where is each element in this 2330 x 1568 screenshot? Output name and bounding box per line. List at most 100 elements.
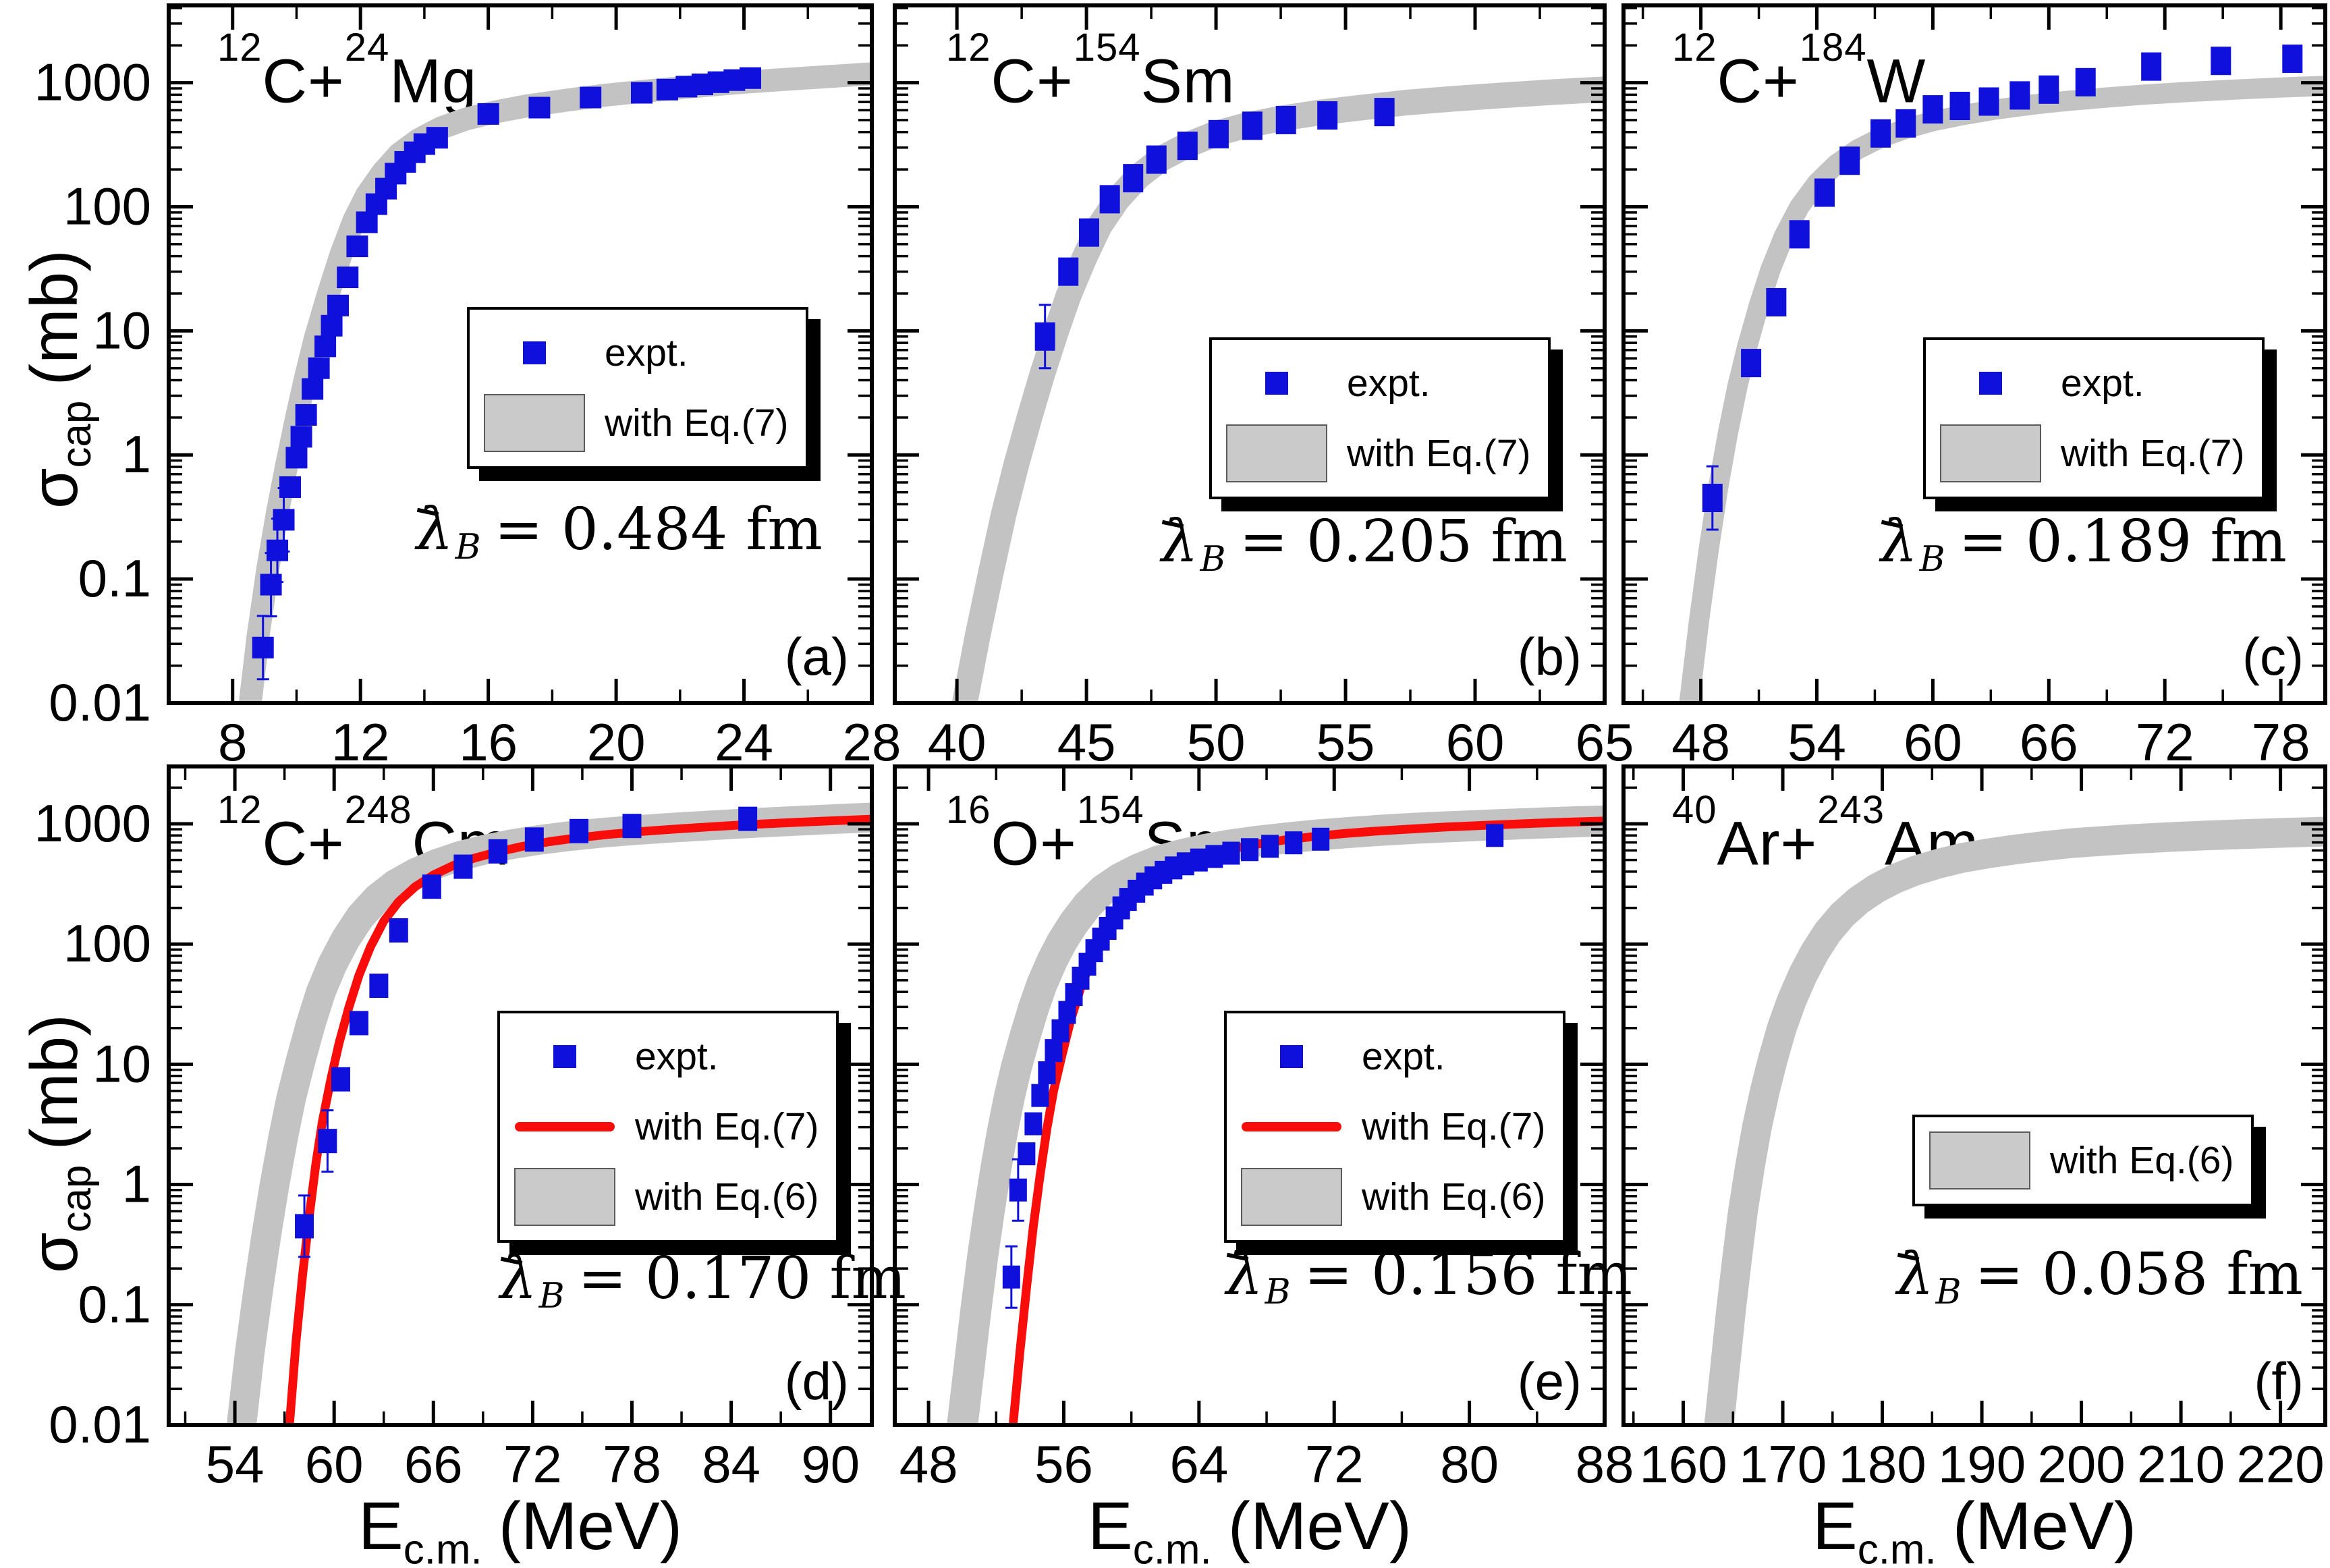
E-symbol: E <box>1812 1488 1858 1564</box>
lambda-value: = 0.170 fm <box>578 1245 906 1312</box>
lambda-value: = 0.189 fm <box>1958 508 2287 576</box>
expt-point <box>1177 132 1198 161</box>
mass-superscript: 154 <box>1076 787 1144 832</box>
legend-row-eq6: with Eq.(6) <box>1929 1128 2234 1193</box>
expt-point <box>314 335 337 358</box>
x-tick-label: 80 <box>1440 1434 1499 1494</box>
legend-row-expt: expt. <box>514 1024 819 1089</box>
lambda-bar-symbol: λ <box>1897 1241 1934 1308</box>
E-subscript: c.m. <box>1857 1526 1937 1568</box>
expt-point <box>570 818 589 843</box>
y-tick-label: 10 <box>92 300 151 360</box>
x-axis-title-e: Ec.m. (MeV) <box>1088 1492 1412 1568</box>
expt-point <box>1034 322 1055 351</box>
panel-label-b: (b) <box>1517 627 1582 686</box>
expt-point <box>1312 827 1330 851</box>
legend-panel-a: expt. with Eq.(7) <box>467 307 809 469</box>
y-tick-label: 0.01 <box>49 673 151 732</box>
legend-label-eq7: with Eq.(7) <box>605 401 789 445</box>
lambda-annotation-f: λB = 0.058 fm <box>1897 1245 2303 1310</box>
expt-point <box>528 96 551 119</box>
lambda-bar-symbol: λ <box>1881 508 1918 576</box>
x-tick-label: 190 <box>1938 1434 2026 1494</box>
expt-point <box>2211 47 2231 76</box>
lambda-annotation-a: λB = 0.484 fm <box>416 501 823 565</box>
y-tick-label: 0.1 <box>78 1275 151 1334</box>
band-swatch <box>1226 424 1327 482</box>
expt-point <box>622 814 642 839</box>
lambda-annotation-e: λB = 0.156 fm <box>1226 1245 1632 1310</box>
swatch-cell <box>1240 1168 1343 1226</box>
element: C+ <box>262 809 345 878</box>
lambda-subscript: B <box>455 527 481 568</box>
mass-superscript: 40 <box>1672 787 1717 832</box>
y-tick-label: 1000 <box>34 53 151 112</box>
expt-marker-swatch <box>553 1045 576 1068</box>
legend-label-expt: expt. <box>1362 1035 1445 1078</box>
y-tick-label: 0.01 <box>49 1395 151 1454</box>
mass-superscript: 248 <box>344 787 412 832</box>
x-tick-label: 60 <box>1446 712 1505 772</box>
expt-point <box>356 211 378 233</box>
legend-row-expt: expt. <box>1939 351 2244 416</box>
y-tick-label: 1 <box>122 424 151 484</box>
expt-point <box>1085 939 1103 963</box>
panel-label-e: (e) <box>1517 1351 1582 1411</box>
legend-label-eq7: with Eq.(7) <box>635 1105 819 1148</box>
expt-point <box>260 573 282 596</box>
x-tick-label: 16 <box>459 712 518 772</box>
lambda-subscript: B <box>1265 1272 1291 1313</box>
swatch-cell <box>1225 372 1328 395</box>
x-tick-label: 28 <box>843 712 902 772</box>
element: Ar+ <box>1717 809 1818 878</box>
lambda-annotation-c: λB = 0.189 fm <box>1881 513 2287 578</box>
legend-label-eq7: with Eq.(7) <box>2061 432 2245 475</box>
x-tick-label: 88 <box>1576 1434 1634 1494</box>
expt-point <box>321 314 343 337</box>
x-tick-label: 45 <box>1057 712 1116 772</box>
expt-point <box>691 74 713 96</box>
panel-label-d: (d) <box>784 1351 849 1411</box>
swatch-cell <box>1225 424 1328 482</box>
x-tick-label: 170 <box>1739 1434 1827 1494</box>
x-tick-label: 48 <box>1671 712 1730 772</box>
x-tick-label: 180 <box>1838 1434 1926 1494</box>
expt-point <box>337 267 359 289</box>
expt-point <box>426 127 448 149</box>
swatch-cell <box>483 341 586 364</box>
lambda-annotation-d: λB = 0.170 fm <box>500 1250 906 1314</box>
x-tick-label: 160 <box>1639 1434 1727 1494</box>
x-tick-label: 210 <box>2137 1434 2225 1494</box>
panel-label-a: (a) <box>784 627 849 686</box>
y-axis-title-row1: σcap (mb) <box>17 250 100 509</box>
mass-superscript: 12 <box>217 25 262 69</box>
sigma-subscript: cap <box>53 400 100 468</box>
expt-point <box>1058 1001 1076 1024</box>
expt-point <box>1099 916 1117 940</box>
expt-point <box>2141 52 2162 81</box>
legend-label-eq7: with Eq.(7) <box>1362 1105 1546 1148</box>
mass-superscript: 16 <box>946 787 991 832</box>
lambda-value: = 0.156 fm <box>1304 1241 1632 1308</box>
mass-superscript: 12 <box>946 25 991 69</box>
panel-title-a: 12C+24Mg <box>217 28 477 112</box>
expt-point <box>1065 983 1083 1007</box>
swatch-cell <box>514 1168 616 1226</box>
x-tick-label: 56 <box>1034 1434 1093 1494</box>
x-tick-label: 40 <box>928 712 987 772</box>
expt-marker-swatch <box>1979 372 2002 395</box>
y-tick-label: 1000 <box>34 793 151 853</box>
legend-row-eq6: with Eq.(6) <box>1240 1165 1545 1229</box>
mass-superscript: 154 <box>1073 25 1141 69</box>
expt-point <box>369 974 389 999</box>
expt-point <box>477 103 499 125</box>
x-tick-label: 84 <box>702 1434 760 1494</box>
legend-panel-c: expt. with Eq.(7) <box>1923 337 2265 499</box>
panel-title-e: 16O+154Sm <box>946 790 1239 874</box>
lambda-subscript: B <box>1935 1272 1962 1313</box>
expt-point <box>2038 75 2059 104</box>
x-tick-label: 55 <box>1316 712 1375 772</box>
x-tick-label: 20 <box>587 712 646 772</box>
expt-point <box>1092 927 1110 951</box>
